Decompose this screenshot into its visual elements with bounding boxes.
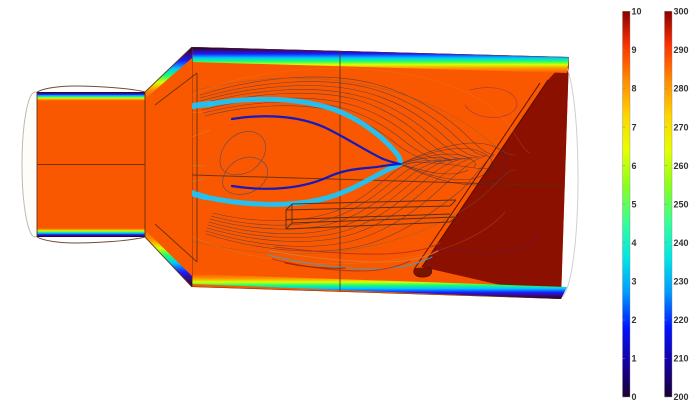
svg-text:290: 290 [674, 45, 689, 55]
svg-text:2: 2 [632, 315, 637, 325]
svg-text:1: 1 [632, 354, 637, 364]
svg-text:300: 300 [674, 7, 689, 17]
svg-text:280: 280 [674, 84, 689, 94]
svg-text:270: 270 [674, 122, 689, 132]
svg-text:220: 220 [674, 315, 689, 325]
svg-text:10: 10 [632, 7, 642, 17]
svg-text:230: 230 [674, 277, 689, 287]
svg-text:260: 260 [674, 161, 689, 171]
svg-text:9: 9 [632, 45, 637, 55]
svg-text:200: 200 [674, 392, 689, 402]
svg-text:4: 4 [632, 238, 637, 248]
svg-text:0: 0 [632, 392, 637, 402]
svg-text:7: 7 [632, 122, 637, 132]
svg-text:5: 5 [632, 199, 637, 209]
svg-text:250: 250 [674, 199, 689, 209]
svg-text:8: 8 [632, 84, 637, 94]
svg-text:3: 3 [632, 277, 637, 287]
svg-text:6: 6 [632, 161, 637, 171]
svg-text:240: 240 [674, 238, 689, 248]
svg-text:210: 210 [674, 354, 689, 364]
